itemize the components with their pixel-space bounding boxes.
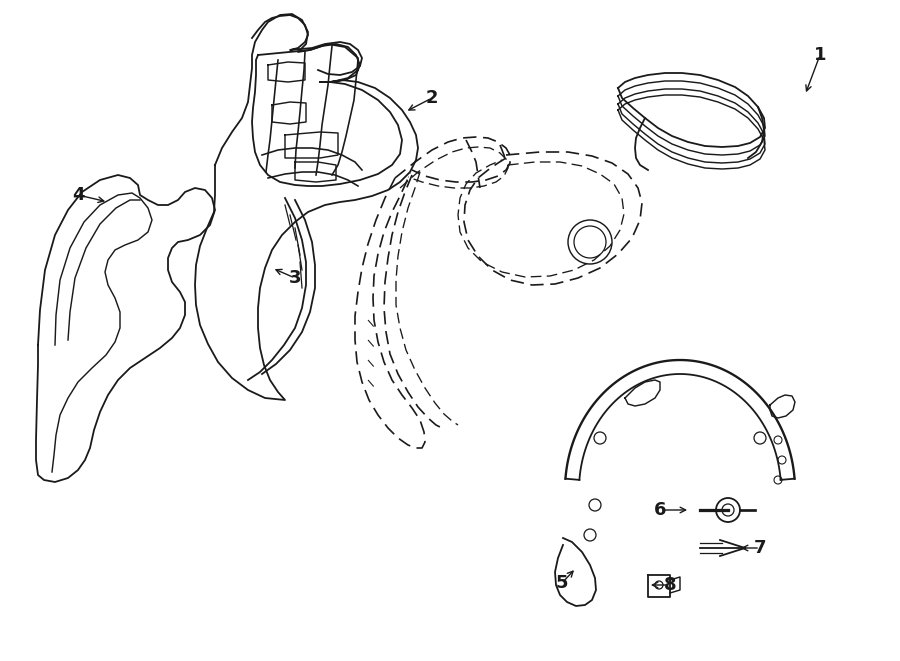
Text: 2: 2 <box>426 89 438 107</box>
Text: 4: 4 <box>72 186 85 204</box>
Text: 1: 1 <box>814 46 826 64</box>
Text: 3: 3 <box>289 269 302 287</box>
Text: 5: 5 <box>556 574 568 592</box>
Text: 6: 6 <box>653 501 666 519</box>
Text: 8: 8 <box>663 576 676 594</box>
Text: 7: 7 <box>754 539 766 557</box>
